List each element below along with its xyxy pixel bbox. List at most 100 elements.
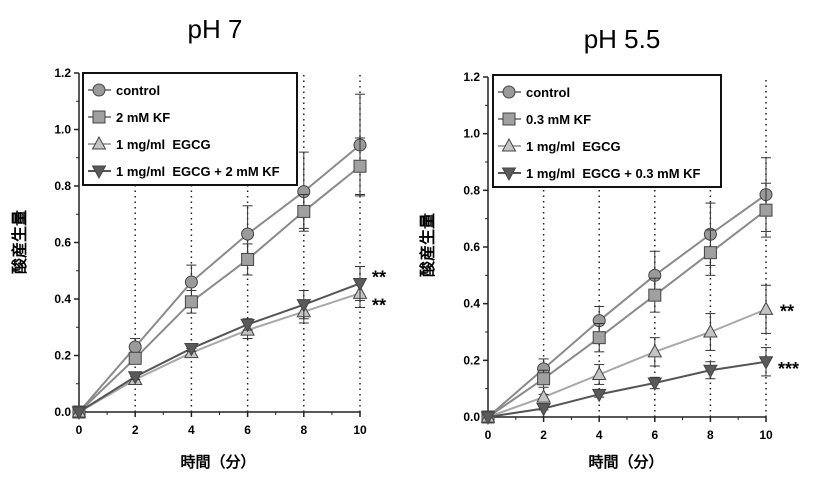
significance-annotation: **	[372, 267, 386, 287]
x-tick-label: 6	[244, 423, 251, 437]
series-line	[78, 144, 361, 413]
series-line	[78, 165, 361, 413]
triangle-up-marker	[536, 389, 551, 403]
chart-ph5-5: pH 5.5 時間（分） 酸産生量 0.0 0.2 0.4 0.6 0.8 1.0 1.2 0…	[418, 24, 799, 471]
triangle-down-marker	[240, 318, 255, 333]
y-tick-label: 0.0	[463, 410, 480, 424]
x-tick-label: 2	[540, 428, 547, 442]
y-tick-label: 0.4	[463, 297, 480, 311]
series-triangle-down	[480, 347, 774, 426]
square-marker	[184, 295, 198, 309]
x-tick-label: 8	[300, 423, 307, 437]
legend-label: 2 mM KF	[116, 110, 170, 125]
series-line	[487, 360, 767, 418]
triangle-down-marker	[501, 167, 517, 182]
triangle-down-marker	[703, 364, 718, 379]
series-line	[78, 282, 361, 413]
y-tick-label: 0.2	[54, 349, 71, 363]
circle-marker	[184, 275, 198, 289]
triangle-down-marker	[91, 165, 107, 180]
circle-marker	[128, 340, 142, 354]
x-tick-label: 10	[759, 428, 773, 442]
series-circle	[481, 157, 773, 424]
legend: control 0.3 mM KF 1 mg/ml EGCG 1 mg/ml EGCG…	[492, 74, 722, 188]
circle-marker	[241, 227, 255, 241]
square-marker	[537, 372, 551, 386]
y-tick-label: 1.2	[463, 70, 480, 84]
legend-label: 1 mg/ml EGCG	[526, 139, 621, 154]
square-marker	[648, 288, 662, 302]
series-line	[487, 308, 767, 418]
y-axis-label: 酸産生量	[10, 210, 29, 274]
chart-title: pH 7	[188, 14, 243, 44]
chart-ph7: pH 7 時間（分） 酸産生量 0.0 0.2 0.4 0.6 0.8 1.0 1.2 0 2 4…	[10, 14, 386, 471]
triangle-down-marker	[647, 377, 663, 392]
y-tick-label: 0.8	[463, 183, 480, 197]
square-marker	[759, 203, 773, 217]
y-tick-label: 1.2	[54, 66, 71, 80]
x-tick-label: 10	[353, 423, 367, 437]
y-tick-label: 0.0	[54, 405, 71, 419]
square-marker	[92, 110, 106, 124]
square-marker	[297, 204, 311, 218]
legend-box	[82, 72, 298, 186]
triangle-down-marker	[591, 388, 607, 403]
y-tick-label: 0.6	[463, 240, 480, 254]
series-square	[481, 182, 773, 424]
chart-title: pH 5.5	[584, 24, 661, 54]
square-marker	[592, 331, 606, 345]
legend-label: 1 mg/ml EGCG + 2 mM KF	[116, 164, 280, 179]
square-marker	[502, 112, 516, 126]
x-tick-label: 2	[132, 423, 139, 437]
x-tick-label: 0	[76, 423, 83, 437]
triangle-up-marker	[501, 137, 517, 152]
series-triangle-up	[71, 278, 368, 418]
series-triangle-up	[480, 284, 774, 423]
triangle-up-marker	[703, 323, 718, 338]
triangle-up-marker	[91, 135, 107, 150]
x-tick-label: 4	[188, 423, 195, 437]
circle-marker	[502, 85, 516, 99]
triangle-down-marker	[536, 403, 551, 417]
triangle-down-marker	[296, 299, 312, 313]
triangle-up-marker	[591, 366, 607, 380]
y-tick-label: 1.0	[54, 123, 71, 137]
y-tick-label: 0.6	[54, 236, 71, 250]
x-tick-label: 8	[707, 428, 714, 442]
legend-label: 1 mg/ml EGCG + 0.3 mM KF	[526, 166, 701, 181]
x-tick-label: 6	[651, 428, 658, 442]
x-tick-label: 4	[596, 428, 603, 442]
triangle-down-marker	[127, 371, 143, 385]
y-tick-label: 0.4	[54, 292, 71, 306]
legend-label: control	[116, 83, 160, 98]
triangle-down-marker	[352, 277, 368, 292]
legend-label: 0.3 mM KF	[526, 112, 591, 127]
triangle-down-marker	[480, 411, 496, 426]
triangle-down-marker	[184, 342, 199, 357]
triangle-up-marker	[647, 343, 663, 358]
significance-annotation: ***	[778, 359, 799, 379]
triangle-up-marker	[758, 301, 774, 315]
y-tick-label: 0.2	[463, 353, 480, 367]
legend-label: control	[526, 85, 570, 100]
x-tick-label: 0	[485, 428, 492, 442]
x-axis-label: 時間（分）	[588, 453, 663, 471]
significance-annotation: **	[780, 301, 794, 321]
y-axis-label: 酸産生量	[418, 213, 437, 277]
square-marker	[353, 159, 367, 173]
circle-marker	[92, 83, 106, 97]
y-tick-label: 1.0	[463, 127, 480, 141]
legend-box	[492, 74, 722, 188]
series-line	[487, 193, 767, 418]
legend-label: 1 mg/ml EGCG	[116, 137, 211, 152]
series-line	[78, 292, 361, 413]
significance-annotation: **	[372, 295, 386, 315]
series-triangle-down	[71, 266, 368, 421]
x-axis-label: 時間（分）	[180, 453, 255, 471]
square-marker	[128, 351, 142, 365]
square-marker	[703, 246, 717, 260]
series-square	[72, 137, 367, 419]
series-line	[487, 209, 767, 418]
square-marker	[241, 252, 255, 266]
